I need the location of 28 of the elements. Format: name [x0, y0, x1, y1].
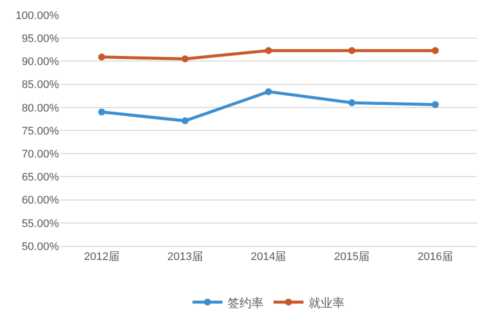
point [432, 101, 439, 108]
y-tick-label: 80.00% [22, 102, 60, 114]
x-tick-label: 2015届 [334, 251, 370, 264]
point [182, 117, 189, 124]
point [98, 54, 106, 61]
point [348, 47, 356, 54]
point [98, 108, 106, 116]
y-tick-label: 95.00% [22, 32, 60, 45]
y-tick-label: 75.00% [22, 125, 60, 138]
x-tick-label: 2013届 [167, 251, 203, 264]
point [265, 88, 272, 96]
x-tick-label: 2012届 [84, 251, 120, 264]
y-tick-label: 65.00% [22, 172, 60, 184]
y-tick-label: 50.00% [22, 240, 60, 253]
point [348, 99, 356, 106]
y-tick-label: 70.00% [22, 148, 60, 160]
y-tick-label: 55.00% [22, 218, 60, 230]
point [432, 47, 439, 54]
legend-label: 就业率 [308, 296, 344, 310]
x-tick-label: 2014届 [250, 251, 286, 264]
y-tick-label: 100.00% [16, 10, 60, 22]
point [182, 55, 189, 62]
y-tick-label: 85.00% [22, 79, 60, 92]
y-tick-label: 60.00% [22, 194, 60, 207]
y-tick-label: 90.00% [22, 56, 60, 68]
legend-label: 签约率 [228, 296, 264, 310]
point [265, 47, 272, 54]
x-tick-label: 2016届 [418, 251, 454, 264]
